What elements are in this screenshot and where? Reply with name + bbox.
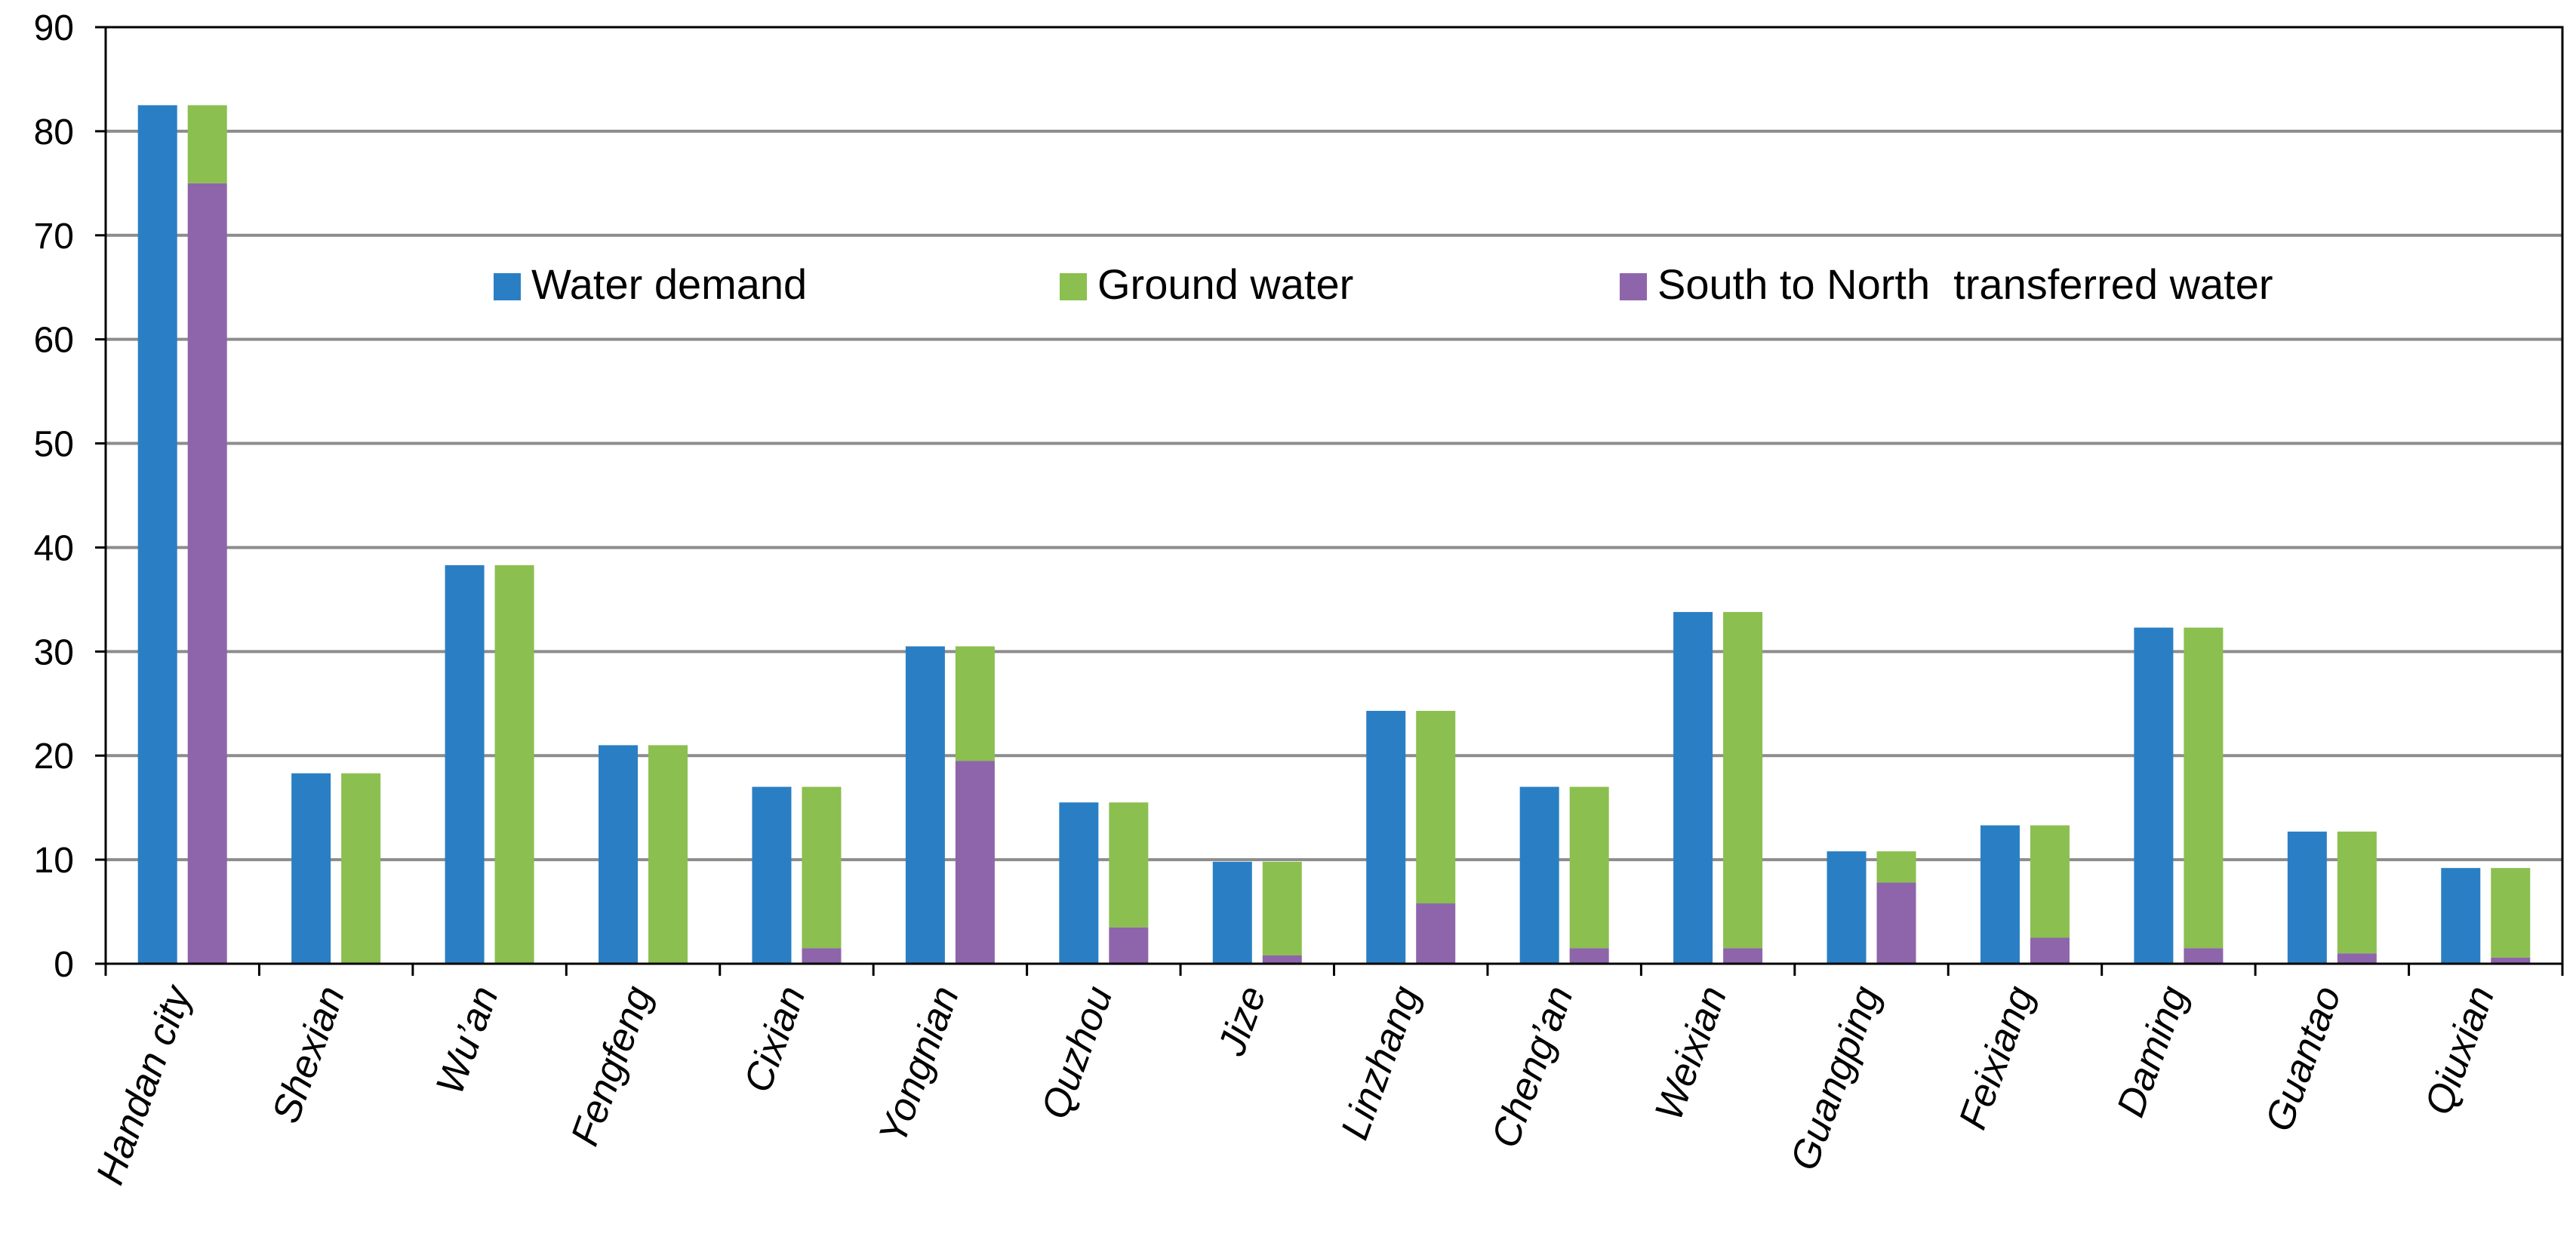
legend-swatch: [494, 273, 521, 300]
bar-water-demand: [1059, 802, 1099, 964]
bar-ground-water: [1876, 851, 1916, 883]
bar-water-demand: [1519, 786, 1559, 964]
x-tick-label: Guantao: [2257, 980, 2350, 1137]
x-tick-label: Weixian: [1647, 980, 1735, 1126]
bar-water-demand: [2134, 627, 2174, 964]
bar-south-to-north-transferred-water: [2184, 948, 2224, 964]
bar-south-to-north-transferred-water: [1569, 948, 1609, 964]
plot-frame: [104, 26, 2564, 965]
y-tick-label: 40: [34, 528, 74, 568]
legend-swatch: [1620, 273, 1647, 300]
y-tick-label: 30: [34, 632, 74, 672]
bar-south-to-north-transferred-water: [187, 183, 227, 964]
x-tick-label: Daming: [2109, 980, 2196, 1122]
y-tick-label: 80: [34, 112, 74, 152]
axes: [104, 26, 2564, 965]
bar-water-demand: [291, 773, 331, 964]
y-tick-label: 20: [34, 737, 74, 777]
bar-south-to-north-transferred-water: [1109, 927, 1149, 964]
bar-water-demand: [137, 105, 177, 964]
y-tick-label: 10: [34, 841, 74, 881]
x-tick-label: Cheng’an: [1483, 980, 1582, 1153]
bar-ground-water: [494, 565, 534, 964]
bar-ground-water: [802, 786, 842, 949]
bar-ground-water: [1416, 710, 1456, 904]
x-tick-label: Fengfeng: [563, 980, 661, 1151]
x-tick-labels: Handan city Shexian Wu’an Fengfeng Cixian Yon…: [88, 978, 2504, 1190]
bar-water-demand: [1980, 825, 2020, 964]
x-tick-label: Linzhang: [1333, 980, 1429, 1145]
bar-water-demand: [599, 745, 639, 964]
bar-south-to-north-transferred-water: [2337, 953, 2377, 964]
legend-swatch: [1060, 273, 1087, 300]
bar-south-to-north-transferred-water: [2030, 937, 2070, 964]
y-tick-label: 50: [34, 425, 74, 465]
bar-south-to-north-transferred-water: [1262, 955, 1302, 964]
bar-water-demand: [1212, 861, 1252, 964]
bar-ground-water: [1262, 861, 1302, 955]
bar-ground-water: [2030, 825, 2070, 938]
x-tick-label: Cixian: [736, 980, 814, 1098]
x-tick-label: Handan city: [88, 978, 201, 1190]
bar-south-to-north-transferred-water: [1416, 903, 1456, 964]
bar-water-demand: [2287, 831, 2327, 964]
bar-south-to-north-transferred-water: [2491, 957, 2531, 964]
x-tick-label: Qiuxian: [2417, 980, 2504, 1121]
y-tick-label: 0: [54, 945, 74, 985]
x-tick-label: Yongnian: [870, 980, 968, 1149]
x-tick-label: Shexian: [264, 980, 354, 1128]
bar-ground-water: [1109, 802, 1149, 928]
bar-water-demand: [1673, 611, 1713, 964]
x-tick-label: Jize: [1210, 980, 1275, 1062]
y-tick-label: 60: [34, 321, 74, 361]
bar-ground-water: [1723, 611, 1763, 949]
bar-south-to-north-transferred-water: [1876, 882, 1916, 964]
x-tick-label: Feixiang: [1951, 980, 2043, 1135]
bar-water-demand: [1827, 851, 1867, 964]
y-tick-label: 90: [34, 8, 74, 48]
bar-ground-water: [2184, 627, 2224, 949]
bars: [137, 105, 2531, 964]
bar-ground-water: [955, 646, 995, 761]
y-tick-label: 70: [34, 217, 74, 257]
bar-ground-water: [2491, 868, 2531, 958]
bar-ground-water: [341, 773, 381, 964]
y-tick-labels: 0 10 20 30 40 50 60 70 80 90: [34, 8, 74, 985]
legend-label: Water demand: [531, 260, 807, 308]
bar-ground-water: [187, 105, 227, 183]
bar-south-to-north-transferred-water: [1723, 948, 1763, 964]
bar-water-demand: [752, 786, 792, 964]
legend-label: Ground water: [1097, 260, 1353, 308]
x-tick-label: Quzhou: [1033, 980, 1122, 1124]
bar-ground-water: [648, 745, 688, 964]
bar-water-demand: [1366, 710, 1406, 964]
bar-ground-water: [2337, 831, 2377, 954]
bar-water-demand: [2441, 868, 2481, 964]
bar-water-demand: [905, 646, 945, 964]
x-tick-label: Wu’an: [428, 980, 507, 1100]
bar-ground-water: [1569, 786, 1609, 949]
x-tick-label: Guangping: [1782, 980, 1889, 1176]
bar-water-demand: [445, 565, 485, 964]
bar-south-to-north-transferred-water: [955, 761, 995, 964]
legend: Water demand Ground water South to North t…: [494, 260, 2273, 308]
bar-south-to-north-transferred-water: [802, 948, 842, 964]
legend-label: South to North transferred water: [1657, 260, 2273, 308]
